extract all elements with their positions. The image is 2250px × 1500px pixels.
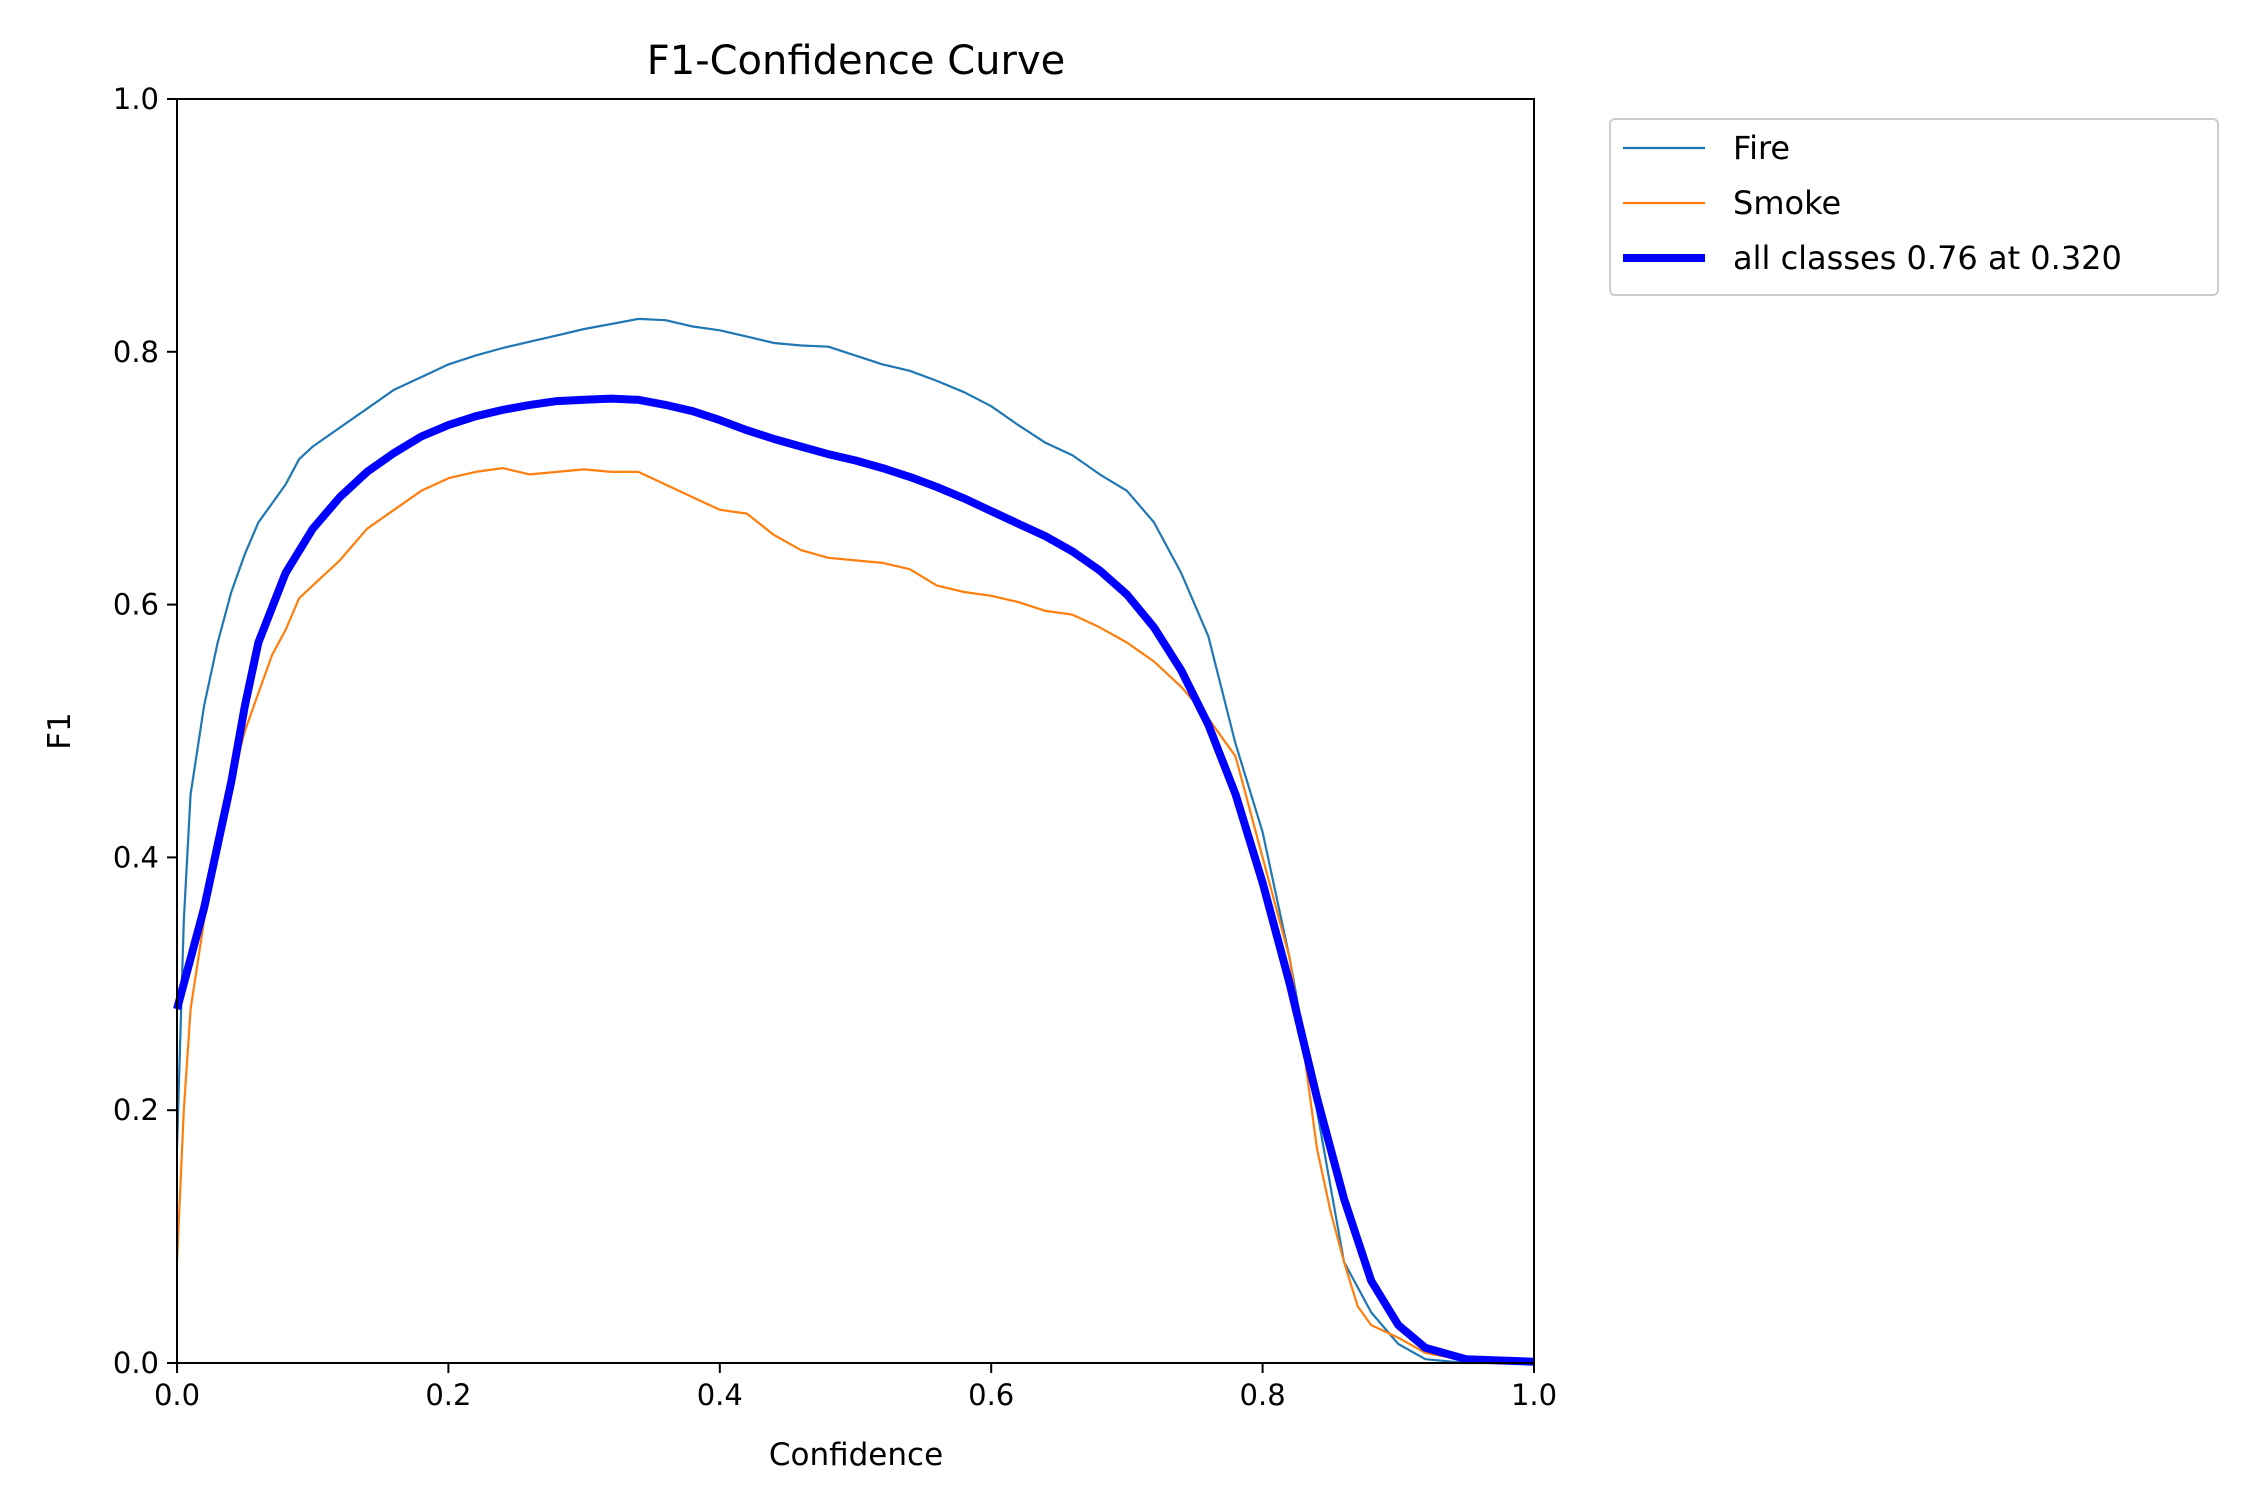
y-tick-label: 1.0 [113,82,159,116]
y-axis: 0.0 0.2 0.4 0.6 0.8 1.0 [113,82,177,1380]
y-tick-label: 0.6 [113,588,159,622]
x-tick-label: 0.2 [425,1378,471,1412]
legend-smoke-label: Smoke [1733,184,1841,222]
x-tick-label: 0.8 [1240,1378,1286,1412]
chart-title: F1-Confidence Curve [647,38,1066,84]
y-tick-label: 0.4 [113,840,159,874]
series-layer [173,317,1535,1366]
x-tick-label: 1.0 [1511,1378,1557,1412]
legend: Fire Smoke all classes 0.76 at 0.320 [1609,118,2219,296]
x-axis: 0.0 0.2 0.4 0.6 0.8 1.0 [154,1363,1557,1412]
y-tick-label: 0.0 [113,1346,159,1380]
series-line-all-classes [173,394,1535,1366]
series-line-fire [175,317,1534,1365]
y-tick-label: 0.8 [113,335,159,369]
x-tick-label: 0.6 [968,1378,1014,1412]
legend-fire-label: Fire [1733,129,1790,167]
legend-box [1609,118,2219,296]
y-axis-label: F1 [42,712,78,750]
x-tick-label: 0.0 [154,1378,200,1412]
x-axis-label: Confidence [769,1437,943,1473]
plot-frame [176,98,1535,1364]
legend-all-classes-label: all classes 0.76 at 0.320 [1733,239,2122,277]
series-line-smoke [175,467,1535,1365]
x-tick-label: 0.4 [697,1378,743,1412]
y-tick-label: 0.2 [113,1093,159,1127]
